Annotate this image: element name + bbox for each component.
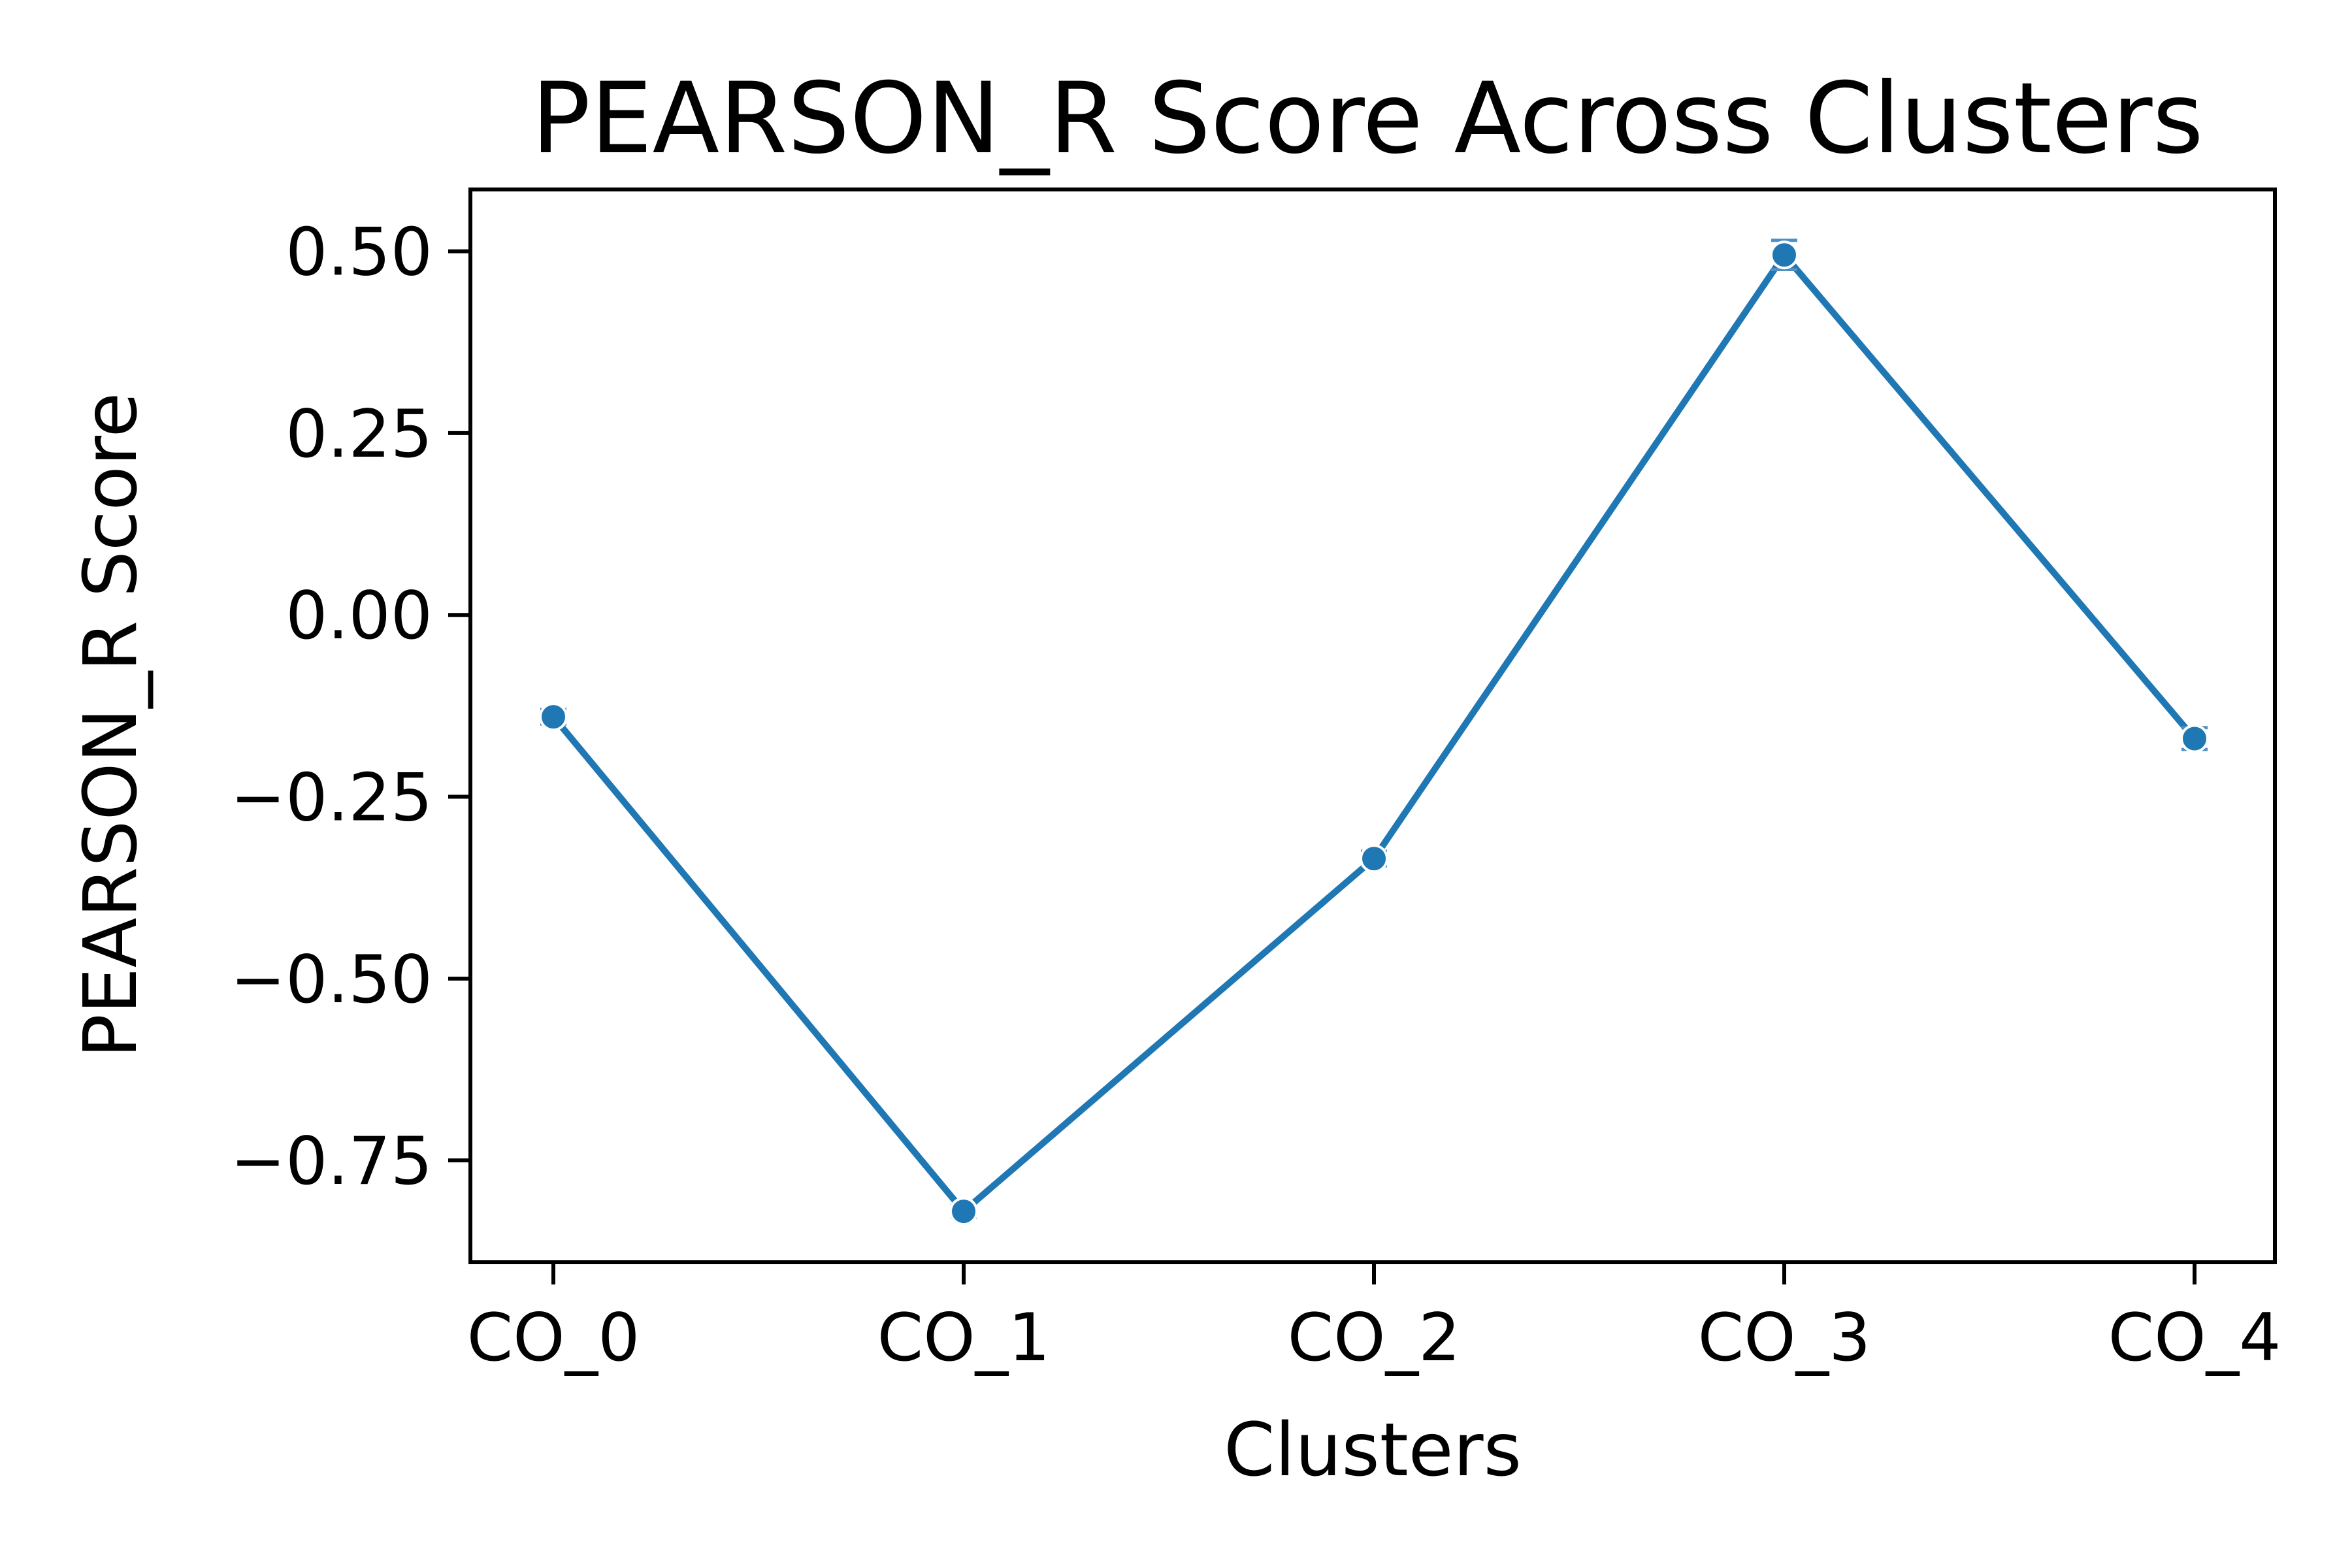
- y-tick-label: −0.75: [230, 1122, 433, 1200]
- chart-title: PEARSON_R Score Across Clusters: [531, 62, 2203, 176]
- data-point: [1770, 240, 1799, 270]
- x-tick-label: CO_3: [1698, 1299, 1871, 1376]
- x-axis-label: Clusters: [1224, 1408, 1522, 1493]
- y-tick-label: 0.25: [286, 395, 433, 472]
- x-tick-label: CO_4: [2108, 1299, 2281, 1376]
- y-axis-label: PEARSON_R Score: [69, 393, 154, 1058]
- x-tick-label: CO_2: [1288, 1299, 1461, 1376]
- data-point: [1360, 844, 1388, 874]
- y-tick-label: 0.00: [286, 577, 433, 654]
- x-axis: CO_0 CO_1 CO_2 CO_3 CO_4: [467, 1262, 2281, 1376]
- data-point: [539, 702, 568, 732]
- plot-layer: [539, 238, 2209, 1226]
- x-tick-label: CO_1: [877, 1299, 1051, 1376]
- data-point: [949, 1197, 978, 1226]
- data-point: [2180, 724, 2209, 753]
- plot-frame: [468, 188, 2277, 1264]
- y-axis: 0.50 0.25 0.00 −0.25 −0.50 −0.75: [230, 214, 470, 1200]
- x-tick-label: CO_0: [467, 1299, 640, 1376]
- y-tick-label: 0.50: [286, 214, 433, 291]
- y-tick-label: −0.25: [230, 759, 433, 836]
- y-tick-label: −0.50: [230, 941, 433, 1018]
